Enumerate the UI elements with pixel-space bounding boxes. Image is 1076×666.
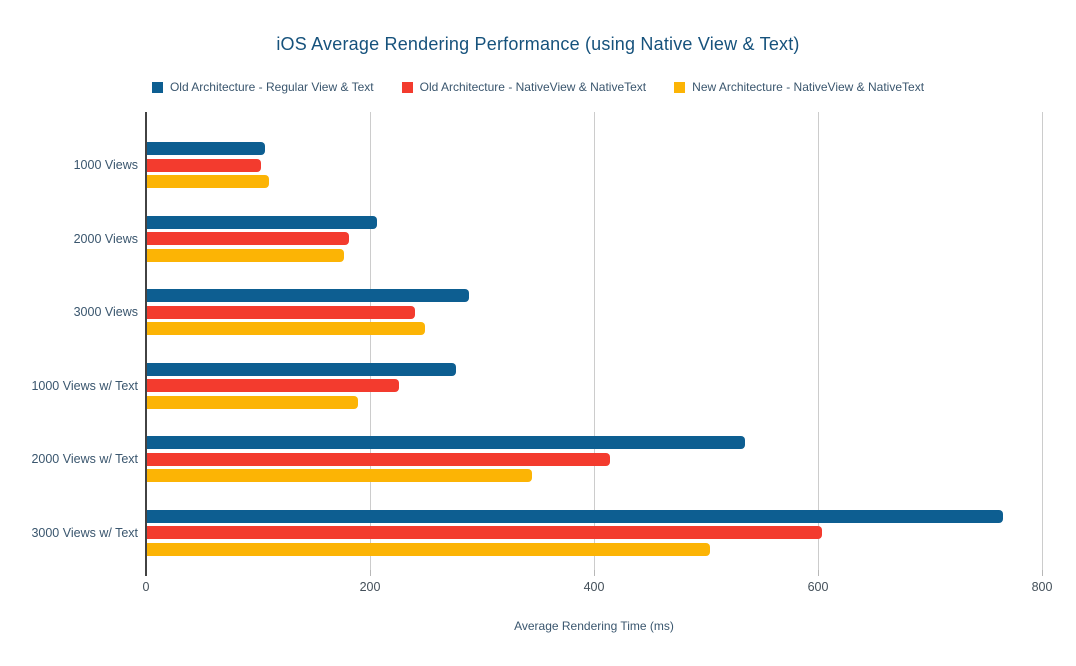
category-label: 3000 Views: [73, 305, 138, 319]
x-tickmark: [1042, 570, 1043, 576]
bar-old-regular: [147, 142, 265, 155]
bar-old-regular: [147, 509, 1003, 523]
x-gridline: [370, 112, 371, 570]
bar-old-regular: [147, 362, 457, 376]
category-label: 3000 Views w/ Text: [31, 525, 138, 540]
x-tickmark: [818, 570, 819, 576]
x-gridline: [818, 112, 819, 570]
bar-old-regular: [147, 215, 377, 229]
bar-new-native: [147, 469, 533, 482]
x-tickmark: [370, 570, 371, 576]
category-label: 1000 Views: [73, 158, 138, 172]
legend-swatch-icon: [151, 81, 163, 93]
x-tickmark: [594, 570, 595, 576]
bar-new-native: [147, 322, 425, 335]
x-tick-label: 400: [583, 580, 605, 594]
bar-new-native: [147, 175, 270, 188]
legend-item: Old Architecture - Regular View & Text: [151, 80, 374, 94]
bar-old-regular: [147, 436, 746, 449]
x-axis-title: Average Rendering Time (ms): [514, 619, 674, 633]
bar-new-native: [147, 542, 711, 556]
bar-new-native: [147, 248, 345, 262]
legend-label: Old Architecture - NativeView & NativeTe…: [419, 80, 647, 94]
category-label: 2000 Views w/ Text: [31, 452, 138, 466]
legend: Old Architecture - Regular View & Text Ol…: [0, 80, 1076, 94]
x-tick-label: 600: [807, 580, 829, 594]
bar-old-native: [147, 232, 349, 245]
legend-label: New Architecture - NativeView & NativeTe…: [692, 80, 925, 94]
legend-swatch-icon: [674, 81, 686, 93]
bar-old-native: [147, 305, 415, 319]
legend-swatch-icon: [401, 81, 413, 93]
x-tick-label: 0: [142, 580, 150, 594]
x-gridline: [1042, 112, 1043, 570]
chart-title: iOS Average Rendering Performance (using…: [276, 34, 800, 54]
y-axis-baseline: [145, 112, 147, 576]
bar-old-regular: [147, 289, 469, 302]
x-tick-label: 200: [359, 580, 381, 594]
legend-item: New Architecture - NativeView & NativeTe…: [674, 80, 924, 94]
legend-label: Old Architecture - Regular View & Text: [169, 80, 374, 94]
bar-old-native: [147, 158, 262, 172]
bar-old-native: [147, 452, 610, 466]
category-label: 1000 Views w/ Text: [31, 378, 138, 393]
x-gridline: [594, 112, 595, 570]
x-tick-label: 800: [1031, 580, 1053, 594]
legend-item: Old Architecture - NativeView & NativeTe…: [401, 80, 647, 94]
category-label: 2000 Views: [73, 231, 138, 246]
bar-old-native: [147, 526, 823, 539]
bar-old-native: [147, 379, 400, 392]
bar-new-native: [147, 395, 358, 409]
